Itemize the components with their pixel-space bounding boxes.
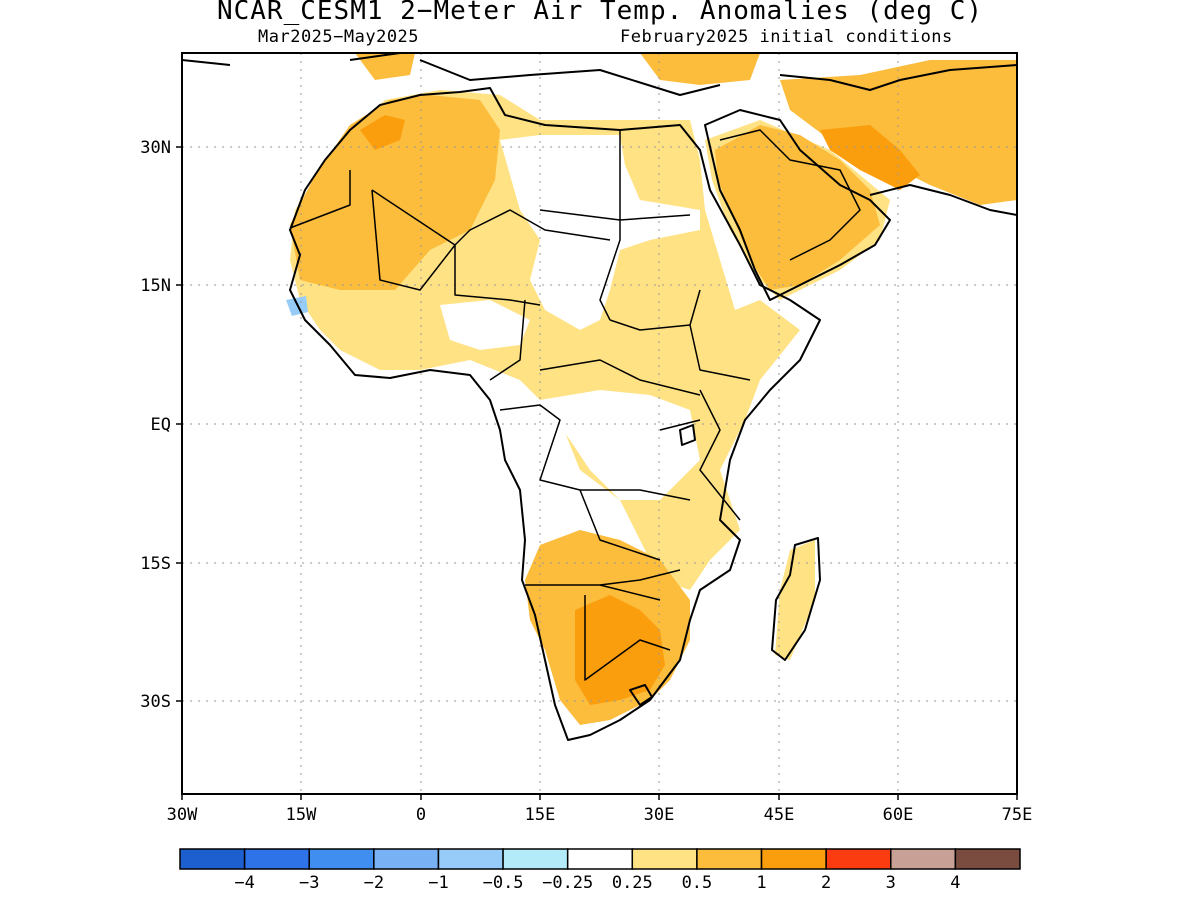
anomaly-area-mid-sahara — [290, 95, 500, 290]
lat-labels: 30N 15N EQ 15S 30S — [140, 138, 171, 712]
anomaly-area-strong-southern-africa — [575, 595, 665, 705]
legend-label: −4 — [234, 873, 254, 893]
anomaly-area-mid-arabia — [715, 125, 880, 290]
lon-labels: 30W 15W 0 15E 30E 45E 60E 75E — [167, 805, 1033, 825]
anomaly-area-light-madagascar — [775, 540, 815, 660]
anomaly-area-neutral-sahel — [440, 300, 530, 350]
lon-label: 75E — [1002, 805, 1033, 825]
legend-swatch — [631, 848, 698, 870]
legend-label: 3 — [886, 873, 896, 893]
madagascar-coastline — [771, 537, 821, 661]
legend-swatch — [179, 848, 246, 870]
axis-ticks — [176, 146, 1018, 800]
legend-label: 4 — [950, 873, 960, 893]
lake-victoria — [679, 424, 696, 446]
anomaly-area-neutral-libya — [500, 135, 700, 330]
lon-label: 60E — [883, 805, 914, 825]
legend-swatch — [308, 848, 375, 870]
anomaly-area-mid-med — [355, 53, 415, 80]
anomaly-area-neutral-central — [540, 390, 700, 500]
color-legend: −4 −3 −2 −1 −0.5 −0.25 0.25 0.5 1 2 3 4 — [179, 848, 1021, 893]
legend-swatch — [437, 848, 504, 870]
coastlines — [182, 53, 1017, 741]
legend-label: −3 — [299, 873, 319, 893]
legend-label: 0.25 — [612, 873, 653, 893]
anomaly-area-mid-iran — [780, 60, 1017, 205]
initial-conditions: February2025 initial conditions — [620, 27, 953, 47]
lat-label: EQ — [151, 415, 171, 435]
legend-label: −0.25 — [542, 873, 593, 893]
legend-label: −1 — [428, 873, 448, 893]
lat-label: 15N — [140, 276, 171, 296]
anomaly-area-mid-turkey — [640, 53, 760, 85]
anomaly-shading — [286, 53, 1017, 725]
legend-label: 0.5 — [682, 873, 713, 893]
legend-swatch — [566, 848, 634, 870]
persia-coastline — [779, 64, 1017, 216]
legend-label: 2 — [821, 873, 831, 893]
anomaly-area-strong-iran — [820, 125, 920, 190]
lon-label: 45E — [764, 805, 795, 825]
legend-swatch — [243, 848, 310, 870]
gridlines — [182, 53, 1017, 794]
legend-swatch — [373, 848, 440, 870]
forecast-period: Mar2025−May2025 — [258, 27, 420, 47]
legend-swatch — [696, 848, 763, 870]
legend-swatch — [760, 848, 827, 870]
legend-label: −2 — [364, 873, 384, 893]
map-title: NCAR_CESM1 2−Meter Air Temp. Anomalies (… — [216, 0, 984, 26]
anomaly-area-strong-algeria — [360, 115, 405, 150]
lon-label: 15W — [286, 805, 317, 825]
legend-label: 1 — [756, 873, 766, 893]
lon-label: 30E — [644, 805, 675, 825]
legend-swatch — [825, 848, 892, 870]
arabia-coastline — [704, 109, 891, 301]
europe-coastline — [182, 53, 721, 96]
africa-coastline — [289, 87, 821, 741]
legend-swatch — [890, 848, 957, 870]
lesotho-outline — [629, 684, 653, 706]
lon-label: 0 — [416, 805, 426, 825]
country-borders — [289, 129, 861, 681]
legend-label: −0.5 — [483, 873, 524, 893]
lon-label: 15E — [525, 805, 556, 825]
lat-label: 30S — [140, 692, 171, 712]
lat-label: 30N — [140, 138, 171, 158]
lon-label: 30W — [167, 805, 198, 825]
lat-label: 15S — [140, 554, 171, 574]
legend-swatch — [954, 848, 1021, 870]
legend-swatch — [502, 848, 569, 870]
